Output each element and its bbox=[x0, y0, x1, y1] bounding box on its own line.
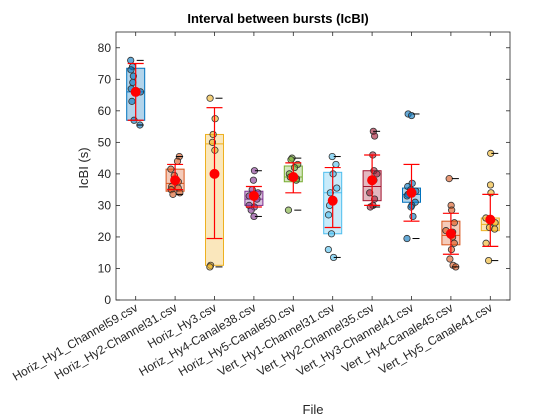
box-group bbox=[126, 56, 146, 129]
data-point bbox=[482, 239, 490, 247]
data-point bbox=[176, 189, 184, 197]
y-tick-label: 30 bbox=[98, 198, 112, 212]
mean-marker bbox=[327, 195, 338, 206]
box-group bbox=[362, 127, 382, 211]
data-point bbox=[324, 245, 332, 254]
box-group bbox=[480, 149, 500, 265]
data-point bbox=[450, 239, 458, 247]
mean-marker bbox=[288, 172, 299, 183]
mean-marker bbox=[130, 86, 141, 97]
box-group bbox=[205, 94, 224, 271]
box-group bbox=[165, 152, 185, 198]
data-point bbox=[448, 206, 456, 214]
box-group bbox=[323, 152, 343, 262]
data-point bbox=[487, 189, 495, 197]
data-point bbox=[366, 189, 374, 197]
data-point bbox=[284, 206, 293, 214]
box-group bbox=[283, 154, 303, 214]
chart-title: Interval between bursts (IcBI) bbox=[187, 11, 368, 26]
data-point bbox=[446, 255, 454, 263]
data-point bbox=[127, 66, 135, 74]
data-point bbox=[333, 184, 341, 192]
mean-marker bbox=[209, 168, 220, 179]
y-tick-label: 40 bbox=[98, 167, 112, 181]
data-point bbox=[249, 176, 258, 184]
data-point bbox=[173, 157, 182, 165]
data-point bbox=[167, 165, 175, 173]
data-point bbox=[287, 156, 295, 164]
y-tick-label: 70 bbox=[98, 72, 112, 86]
mean-marker bbox=[367, 175, 378, 186]
data-point bbox=[371, 132, 379, 140]
data-point bbox=[485, 256, 493, 265]
mean-marker bbox=[248, 190, 259, 201]
mean-marker bbox=[406, 187, 417, 198]
y-axis-label: IcBI (s) bbox=[76, 147, 91, 188]
data-point bbox=[209, 130, 217, 139]
data-point bbox=[206, 263, 214, 271]
box-group bbox=[441, 175, 461, 271]
y-tick-label: 10 bbox=[98, 261, 112, 275]
data-point bbox=[247, 206, 255, 214]
data-point bbox=[373, 170, 381, 178]
plot-background bbox=[116, 32, 510, 300]
axes: 01020304050607080Horiz_Hy1_Channel59.csv… bbox=[10, 31, 511, 384]
y-tick-label: 20 bbox=[98, 230, 112, 244]
data-point bbox=[450, 219, 458, 227]
data-point bbox=[128, 97, 136, 105]
data-point bbox=[332, 160, 340, 169]
data-point bbox=[326, 189, 334, 197]
data-point bbox=[129, 78, 137, 87]
data-point bbox=[327, 230, 336, 238]
data-point bbox=[290, 163, 299, 172]
y-tick-label: 50 bbox=[98, 135, 112, 149]
y-tick-label: 60 bbox=[98, 104, 112, 118]
y-tick-label: 80 bbox=[98, 41, 112, 55]
y-tick-label: 0 bbox=[104, 293, 111, 307]
box-group bbox=[244, 167, 264, 221]
data-point bbox=[211, 115, 219, 123]
data-point bbox=[409, 212, 417, 221]
plot-area bbox=[116, 32, 510, 300]
mean-marker bbox=[485, 214, 496, 225]
data-point bbox=[486, 181, 495, 189]
box-group bbox=[402, 110, 421, 243]
mean-marker bbox=[170, 175, 181, 186]
data-point bbox=[445, 175, 453, 183]
data-point bbox=[491, 225, 499, 233]
data-point bbox=[127, 56, 135, 64]
mean-marker bbox=[445, 228, 456, 239]
data-point bbox=[407, 111, 416, 120]
x-axis-label: File bbox=[303, 402, 324, 417]
axes-frame bbox=[115, 31, 511, 301]
data-point bbox=[206, 94, 214, 102]
data-point bbox=[169, 190, 177, 198]
data-point bbox=[403, 234, 411, 243]
data-point bbox=[324, 211, 333, 219]
